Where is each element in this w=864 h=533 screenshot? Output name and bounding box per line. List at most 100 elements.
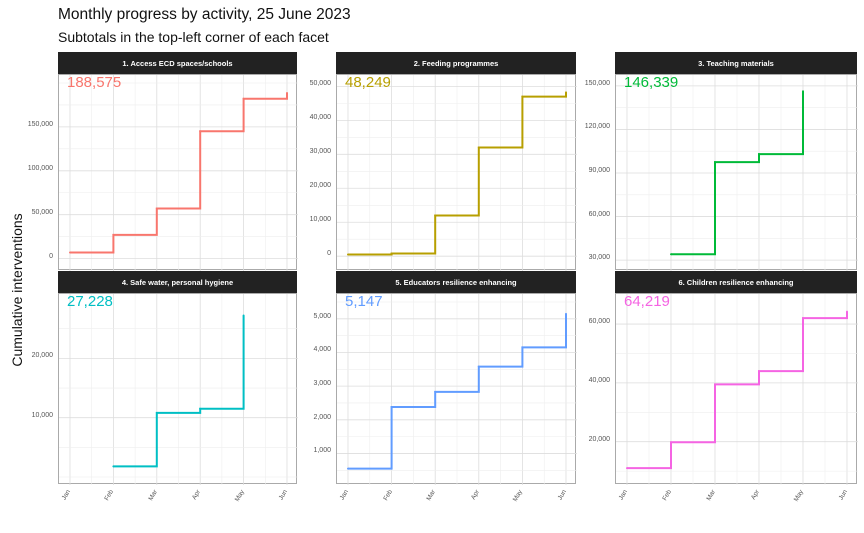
y-tick-label: 40,000: [309, 114, 331, 122]
y-tick-label: 20,000: [31, 352, 53, 360]
data-point: [390, 252, 393, 255]
data-point: [626, 467, 628, 470]
data-point: [802, 90, 804, 93]
y-tick-label: 20,000: [588, 435, 610, 443]
data-point: [242, 314, 245, 317]
y-tick-label: 60,000: [588, 318, 610, 326]
data-point: [477, 365, 480, 368]
chart-subtitle: Subtotals in the top-left corner of each…: [58, 29, 329, 45]
y-tick-label: 150,000: [27, 120, 53, 128]
y-tick-label: 3,000: [313, 380, 331, 388]
x-tick-label: Feb: [103, 488, 116, 502]
data-point: [112, 465, 115, 468]
facet-plot: [337, 75, 577, 271]
facet-panel: 146,339: [615, 74, 858, 271]
y-tick-label: 2,000: [313, 413, 331, 421]
facet-plot: [616, 294, 858, 485]
facet-subtotal: 64,219: [624, 293, 670, 310]
facet-strip-title: 3. Teaching materials: [615, 52, 857, 74]
facet-strip-title: 2. Feeding programmes: [336, 52, 576, 74]
data-point: [758, 153, 760, 156]
data-point: [477, 146, 480, 149]
x-tick-label: Mar: [425, 488, 438, 502]
facet-strip-title: 4. Safe water, personal hygiene: [58, 271, 297, 293]
facet-1: 1. Access ECD spaces/schools 188,575: [58, 52, 298, 271]
data-point: [112, 233, 115, 236]
facet-panel: 5,147: [336, 293, 577, 485]
series-step-line: [671, 91, 804, 256]
data-point: [199, 407, 202, 410]
y-tick-label: 90,000: [588, 167, 610, 174]
x-tick-label: Feb: [661, 488, 674, 502]
y-tick-label: 4,000: [313, 346, 331, 354]
facet-panel: 48,249: [336, 74, 577, 271]
x-tick-label: Apr: [191, 488, 203, 502]
y-tick-label: 0: [327, 250, 331, 258]
facet-strip-title: 1. Access ECD spaces/schools: [58, 52, 297, 74]
y-axis-title: Cumulative interventions: [9, 213, 25, 367]
y-tick-label: 30,000: [588, 254, 610, 262]
y-tick-label: 20,000: [309, 182, 331, 190]
facet-plot: [337, 294, 577, 485]
facet-panel: 64,219: [615, 293, 858, 485]
data-point: [714, 161, 716, 164]
y-tick-label: 50,000: [309, 80, 331, 88]
facet-plot: [59, 75, 298, 271]
x-tick-label: Apr: [749, 488, 762, 502]
facet-subtotal: 48,249: [345, 74, 391, 91]
x-tick-label: Apr: [469, 488, 481, 502]
x-tick-label: May: [512, 488, 525, 503]
facet-subtotal: 188,575: [67, 74, 122, 91]
facet-3: 3. Teaching materials 146,339: [615, 52, 858, 271]
y-tick-label: 10,000: [309, 216, 331, 224]
data-point: [390, 406, 393, 408]
series-step-line: [113, 315, 245, 468]
data-point: [565, 312, 567, 315]
x-tick-label: Mar: [147, 488, 159, 502]
y-tick-label: 1,000: [313, 447, 331, 455]
data-point: [802, 317, 804, 320]
facet-subtotal: 27,228: [67, 293, 113, 310]
x-tick-label: Mar: [705, 488, 718, 502]
facet-subtotal: 146,339: [624, 74, 679, 91]
data-point: [155, 207, 158, 210]
facet-6: 6. Children resilience enhancing 64,219: [615, 271, 858, 485]
x-tick-label: Jun: [556, 488, 569, 502]
y-tick-label: 40,000: [588, 376, 610, 384]
data-point: [347, 253, 349, 256]
data-point: [521, 95, 524, 98]
data-point: [286, 92, 288, 95]
facet-plot: [616, 75, 858, 271]
facet-strip-title: 6. Children resilience enhancing: [615, 271, 857, 293]
data-point: [434, 214, 437, 217]
facet-panel: 27,228: [58, 293, 298, 485]
x-tick-label: May: [792, 488, 806, 503]
data-point: [670, 441, 672, 444]
facet-plot: [59, 294, 298, 485]
facet-2: 2. Feeding programmes 48,249: [336, 52, 577, 271]
series-step-line: [627, 311, 848, 470]
data-point: [199, 130, 202, 133]
y-tick-label: 30,000: [309, 148, 331, 156]
x-tick-label: Jun: [837, 488, 850, 502]
facet-strip-title: 5. Educators resilience enhancing: [336, 271, 576, 293]
x-tick-label: May: [233, 488, 246, 503]
data-point: [521, 346, 524, 349]
y-tick-label: 50,000: [31, 208, 53, 216]
data-point: [434, 390, 437, 393]
series-step-line: [70, 93, 288, 254]
x-tick-label: Jan: [338, 488, 351, 502]
y-tick-label: 10,000: [31, 411, 53, 419]
x-tick-label: Jun: [277, 488, 290, 502]
facet-panel: 188,575: [58, 74, 298, 271]
y-tick-label: 120,000: [584, 123, 610, 131]
facet-4: 4. Safe water, personal hygiene 27,228: [58, 271, 298, 485]
facet-5: 5. Educators resilience enhancing 5,147: [336, 271, 577, 485]
data-point: [565, 91, 567, 94]
x-tick-label: Jan: [617, 488, 630, 502]
facet-subtotal: 5,147: [345, 293, 383, 310]
x-tick-label: Feb: [381, 488, 394, 502]
data-point: [69, 251, 71, 254]
series-step-line: [348, 313, 567, 470]
y-tick-label: 100,000: [27, 164, 53, 172]
